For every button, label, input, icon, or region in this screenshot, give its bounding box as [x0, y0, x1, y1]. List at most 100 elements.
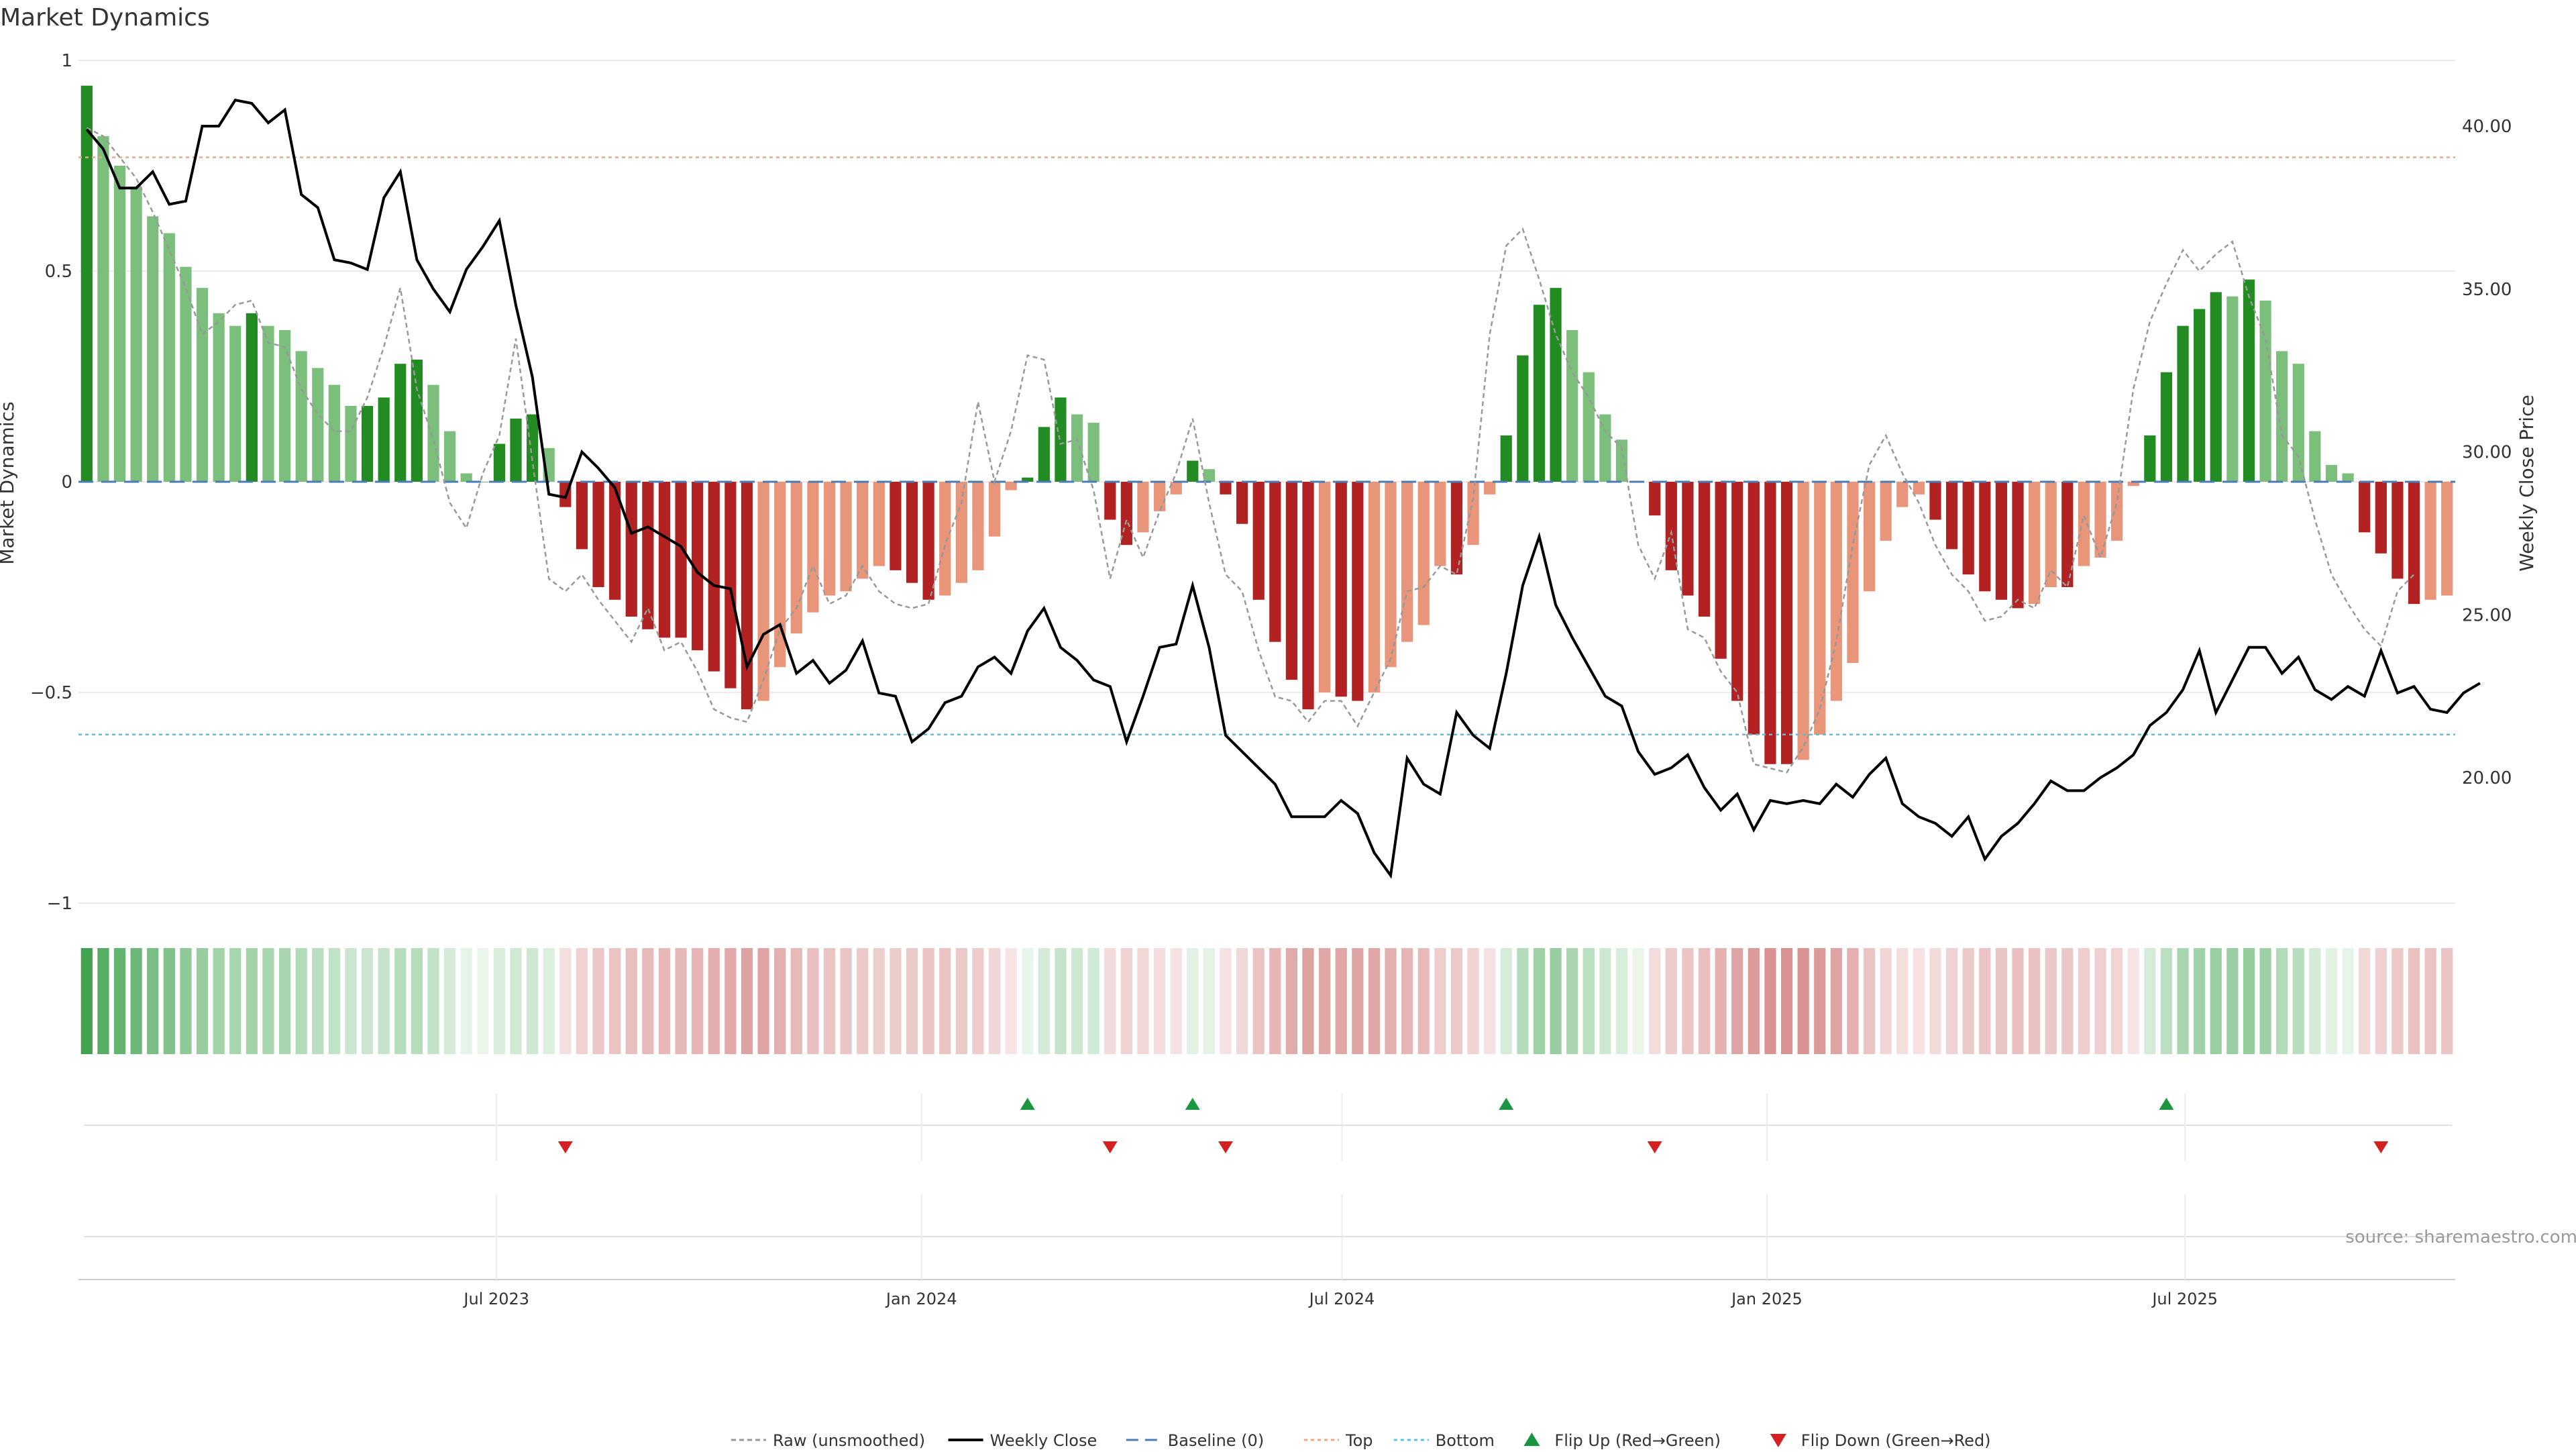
dynamics-bar	[411, 359, 423, 482]
dynamics-bar	[2243, 279, 2255, 482]
dynamics-bar	[2359, 482, 2371, 533]
dynamics-bar	[2144, 435, 2156, 482]
heat-cell	[1401, 948, 1413, 1054]
weekly-close-line	[85, 98, 2481, 879]
heat-cell	[1302, 948, 1314, 1054]
dynamics-bar	[922, 482, 934, 600]
heat-cell	[988, 948, 1001, 1054]
dynamics-bar	[378, 397, 390, 482]
heat-cell	[1252, 948, 1265, 1054]
dynamics-bar	[2012, 482, 2024, 609]
heat-cell	[1022, 948, 1034, 1054]
heat-cell	[2078, 948, 2090, 1054]
heat-cell	[559, 948, 572, 1054]
heat-cell	[1962, 948, 1974, 1054]
dynamics-bar	[1880, 482, 1892, 541]
heat-cell	[1995, 948, 2007, 1054]
dynamics-bar	[2111, 482, 2123, 541]
heat-cell	[1632, 948, 1644, 1054]
dynamics-bar	[774, 482, 786, 668]
bars-layer	[80, 85, 2453, 764]
heat-cell	[1682, 948, 1694, 1054]
dynamics-bar	[2078, 482, 2090, 566]
heat-cell	[361, 948, 374, 1054]
heat-cell	[1863, 948, 1876, 1054]
dynamics-bar	[939, 482, 951, 596]
dynamics-bar	[708, 482, 720, 672]
heat-cell	[1368, 948, 1381, 1054]
heat-cell	[1434, 948, 1446, 1054]
dynamics-bar	[972, 482, 984, 570]
heat-cell	[906, 948, 918, 1054]
heat-cell	[2160, 948, 2173, 1054]
dynamics-bar	[1945, 482, 1958, 550]
dynamics-bar	[1038, 427, 1050, 482]
flip-markers-layer	[78, 1098, 2455, 1280]
dynamics-bar	[1252, 482, 1265, 600]
heat-cell	[1780, 948, 1793, 1054]
dynamics-bar	[1120, 482, 1132, 546]
heat-cell	[1120, 948, 1132, 1054]
dynamics-bar	[460, 473, 472, 482]
dynamics-bar	[1599, 414, 1611, 482]
heat-cell	[1417, 948, 1430, 1054]
raw-line-layer	[86, 127, 2415, 774]
dynamics-bar	[1385, 482, 1397, 668]
dynamics-bar	[1285, 482, 1298, 680]
dynamics-bar	[113, 166, 126, 482]
dynamics-bar	[1896, 482, 1909, 507]
dynamics-bar	[1484, 482, 1496, 495]
dynamics-bar	[196, 288, 209, 482]
dynamics-bar	[2276, 351, 2288, 482]
heat-cell	[1979, 948, 1991, 1054]
heat-cell	[312, 948, 324, 1054]
legend-item: Bottom	[1393, 1431, 1495, 1450]
chart-title: Market Dynamics	[0, 4, 210, 32]
dynamics-bar	[1022, 477, 1034, 482]
heat-strip-layer	[80, 948, 2453, 1054]
legend-swatch	[1770, 1434, 1786, 1447]
flip-down-marker	[557, 1141, 573, 1153]
heat-cell	[857, 948, 869, 1054]
dynamics-bar	[790, 482, 802, 634]
heat-cell	[1038, 948, 1050, 1054]
heat-cell	[1550, 948, 1562, 1054]
dynamics-bar	[1434, 482, 1446, 566]
dynamics-bar	[1748, 482, 1760, 735]
heat-cell	[625, 948, 637, 1054]
dynamics-bar	[229, 325, 241, 482]
heat-cell	[2392, 948, 2404, 1054]
dynamics-bar	[2045, 482, 2057, 587]
dynamics-bar	[312, 368, 324, 482]
dynamics-bar	[675, 482, 687, 638]
heat-cell	[1203, 948, 1215, 1054]
x-tick-label: Jul 2023	[462, 1290, 529, 1308]
reference-lines-layer	[78, 156, 2455, 736]
dynamics-bar	[1533, 305, 1546, 482]
heat-cell	[1104, 948, 1116, 1054]
dynamics-bar	[1649, 482, 1661, 516]
dynamics-bar	[741, 482, 753, 710]
dynamics-bar	[890, 482, 902, 570]
dynamics-bar	[2375, 482, 2387, 554]
dynamics-bar	[2259, 300, 2271, 482]
heat-cell	[658, 948, 671, 1054]
dynamics-bar	[1236, 482, 1248, 524]
x-tick-label: Jan 2025	[1730, 1290, 1803, 1308]
heat-cell	[1830, 948, 1842, 1054]
flip-up-marker	[1185, 1098, 1200, 1110]
heat-cell	[1880, 948, 1892, 1054]
dynamics-bar	[2160, 372, 2173, 482]
heat-cell	[2127, 948, 2139, 1054]
heat-cell	[774, 948, 786, 1054]
heat-cell	[2012, 948, 2024, 1054]
dynamics-bar	[1170, 482, 1182, 495]
dynamics-bar	[147, 216, 159, 482]
heat-cell	[873, 948, 885, 1054]
heat-cell	[1467, 948, 1479, 1054]
dynamics-bar	[1731, 482, 1743, 701]
y2-axis-ticks: 40.00 35.00 30.00 25.00 20.00	[2462, 117, 2512, 788]
heat-cell	[2276, 948, 2288, 1054]
dynamics-bar	[1417, 482, 1430, 625]
heat-cell	[1450, 948, 1463, 1054]
